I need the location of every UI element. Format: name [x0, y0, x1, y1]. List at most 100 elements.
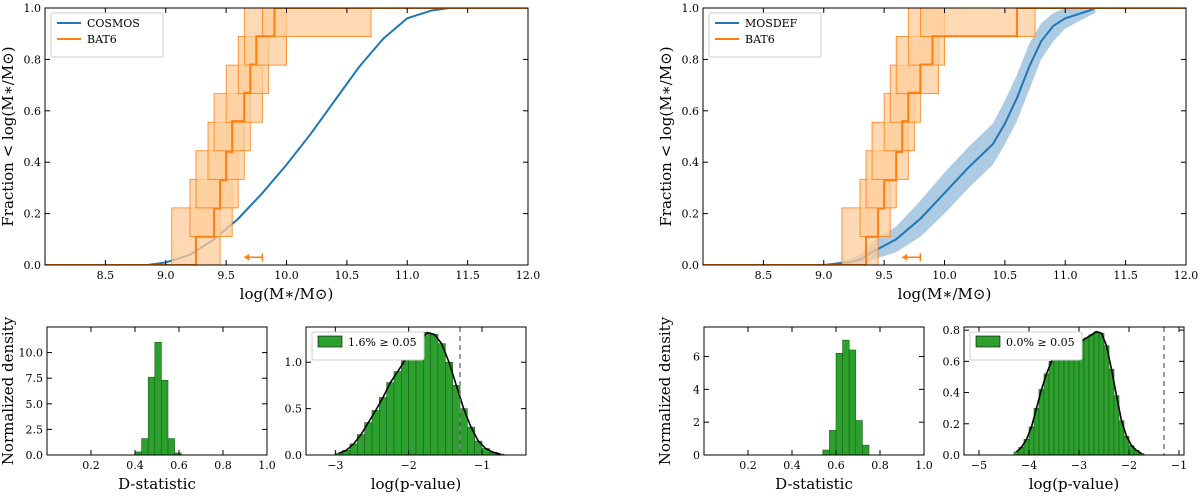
- y-tick-label: 0.4: [943, 387, 961, 400]
- y-tick-label: 0.0: [943, 449, 961, 462]
- y-tick-label: 4: [693, 383, 700, 396]
- x-tick-label: −3: [327, 459, 343, 472]
- histogram-bar: [386, 382, 395, 456]
- cdf-uncertainty-band: [703, 8, 1096, 265]
- x-tick-label: −5: [971, 459, 987, 472]
- y-tick-label: 0.8: [943, 324, 961, 337]
- panel-hist-dstat-mosdef: 0.2 0.4 0.6 0.8 1.0 0 2 4 6 D-statistic Normalized…: [656, 316, 933, 493]
- x-tick-label: 9.5: [217, 269, 235, 282]
- x-tick-label: 11.5: [1113, 269, 1138, 282]
- x-tick-label: −2: [1121, 459, 1137, 472]
- x-tick-label: 11.0: [395, 269, 420, 282]
- histogram-bar: [401, 360, 409, 456]
- upper-limit-arrowhead: [902, 253, 908, 261]
- plot-frame: [46, 326, 268, 456]
- y-tick-label: 2: [693, 416, 700, 429]
- panel-cdf-cosmos: 8.5 9.0 9.5 10.0 10.5 11.0 11.5 12.0 0.0 0.2 0.4 0.…: [0, 2, 540, 303]
- legend-swatch: [317, 335, 343, 348]
- x-tick-label: −3: [1071, 459, 1087, 472]
- x-tick-label: 11.5: [455, 269, 480, 282]
- y-tick-label: 1.0: [682, 2, 700, 15]
- upper-limit-arrowhead: [244, 253, 250, 261]
- x-tick-label: 0.2: [82, 459, 100, 472]
- histogram-bar: [829, 430, 837, 456]
- y-tick-label: 0.8: [24, 53, 42, 66]
- x-axis-label: log(p-value): [1029, 475, 1120, 493]
- y-tick-label: 0.4: [24, 156, 42, 169]
- histogram-bar: [1083, 337, 1090, 456]
- step-uncertainty-box: [919, 8, 1036, 37]
- histogram-bar: [1053, 353, 1060, 456]
- panel-hist-dstat-cosmos: 0.2 0.4 0.6 0.8 1.0 0.0 2.5 5.0 7.5 10.0 D-statist…: [0, 316, 276, 493]
- y-tick-label: 0.2: [24, 208, 42, 221]
- plot-area: [703, 8, 1186, 265]
- histogram-bar: [167, 438, 175, 456]
- histogram-bar: [1093, 331, 1100, 456]
- histogram-bar: [147, 376, 156, 456]
- y-tick-label: 0.6: [24, 105, 42, 118]
- plot-area: [45, 8, 528, 265]
- x-tick-label: 10.5: [993, 269, 1018, 282]
- histogram-bar: [161, 379, 169, 456]
- x-tick-label: 0.8: [214, 459, 232, 472]
- histogram-bar: [445, 361, 453, 456]
- histogram-bar: [437, 343, 446, 456]
- y-tick-label: 0.4: [682, 156, 700, 169]
- x-tick-label: 12.0: [516, 269, 541, 282]
- x-axis-label: log(M∗/M⊙): [898, 285, 992, 303]
- y-tick-label: 7.5: [26, 372, 44, 385]
- histogram-bar: [393, 371, 402, 456]
- histogram-bar: [371, 410, 380, 456]
- x-tick-label: 0.2: [739, 459, 757, 472]
- y-tick-label: 0: [693, 449, 700, 462]
- histogram-bar: [1098, 332, 1105, 456]
- histogram-bar: [1048, 361, 1055, 456]
- x-tick-label: 9.0: [815, 269, 833, 282]
- y-tick-label: 0.0: [26, 449, 44, 462]
- legend-label: COSMOS: [87, 17, 140, 30]
- y-tick-label: 0.2: [682, 208, 700, 221]
- x-tick-label: 0.8: [871, 459, 889, 472]
- series-line-bat6: [703, 8, 1186, 265]
- x-tick-label: −4: [1021, 459, 1037, 472]
- x-tick-label: 0.4: [783, 459, 801, 472]
- x-axis-label: D-statistic: [775, 475, 853, 493]
- plot-frame: [703, 326, 925, 456]
- histogram-bar: [379, 397, 387, 456]
- histogram-bar: [855, 420, 863, 456]
- y-tick-label: 0.6: [682, 105, 700, 118]
- y-tick-label: 0.0: [682, 259, 700, 272]
- histogram-bar: [1103, 345, 1110, 456]
- legend-swatch: [975, 335, 1001, 348]
- y-tick-label: 1.0: [285, 356, 303, 369]
- plot-frame: [305, 326, 527, 456]
- x-tick-label: 10.0: [274, 269, 299, 282]
- histogram-bar: [1038, 389, 1045, 456]
- histogram-bar: [1063, 345, 1070, 456]
- x-tick-label: 0.6: [170, 459, 188, 472]
- y-tick-label: 0.0: [24, 259, 42, 272]
- histogram-bar: [430, 334, 439, 456]
- histogram-bar: [848, 349, 857, 456]
- panel-hist-pvalue-cosmos: −3 −2 −1 0.0 0.5 1.0 log(p-value) 1.6% ≥ 0.05: [285, 326, 527, 493]
- legend-label: BAT6: [87, 33, 117, 46]
- y-tick-label: 2.5: [26, 423, 44, 436]
- x-tick-label: 9.0: [157, 269, 175, 282]
- x-tick-label: 9.5: [875, 269, 893, 282]
- x-axis-label: D-statistic: [118, 475, 196, 493]
- x-tick-label: 0.6: [827, 459, 845, 472]
- x-tick-label: 12.0: [1174, 269, 1199, 282]
- x-tick-label: 0.4: [126, 459, 144, 472]
- x-tick-label: 10.0: [932, 269, 957, 282]
- y-axis-label: Fraction < log(M∗/M⊙): [0, 46, 17, 226]
- x-tick-label: 11.0: [1053, 269, 1078, 282]
- y-axis-label: Fraction < log(M∗/M⊙): [657, 46, 675, 226]
- y-tick-label: 1.0: [24, 2, 42, 15]
- y-tick-label: 0.0: [285, 449, 303, 462]
- histogram-bar: [1058, 348, 1065, 456]
- legend-label: BAT6: [745, 33, 775, 46]
- y-tick-label: 0.6: [943, 355, 961, 368]
- x-tick-label: −1: [1171, 459, 1187, 472]
- plot-frame: [963, 326, 1185, 456]
